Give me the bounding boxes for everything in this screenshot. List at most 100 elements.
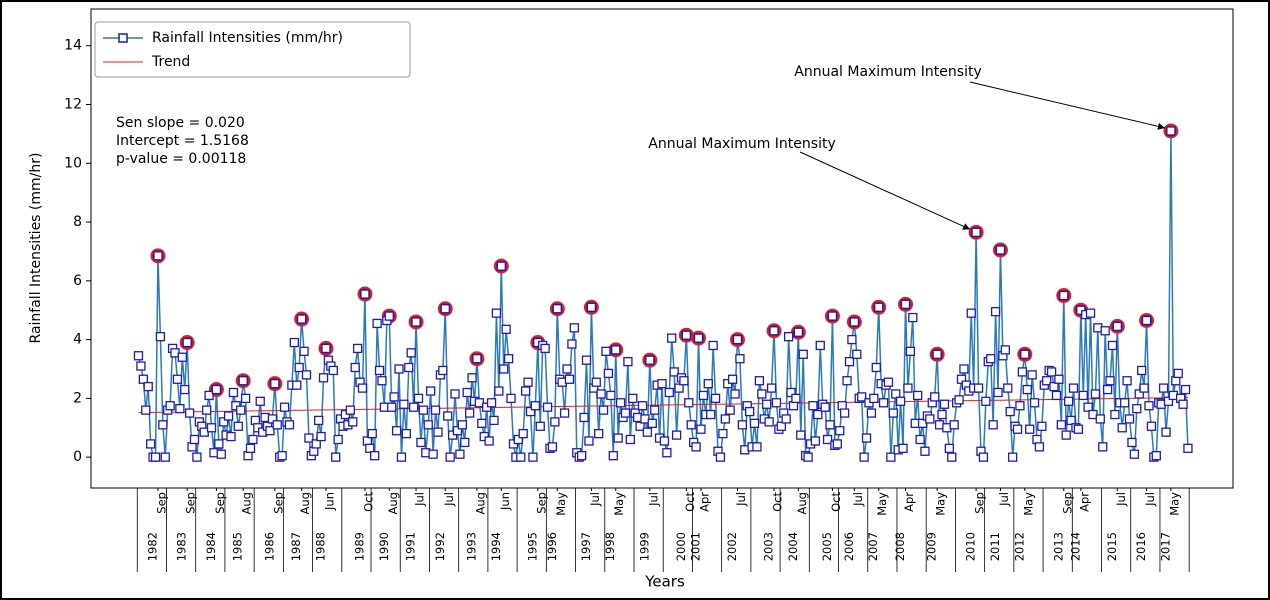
- data-marker: [1020, 349, 1030, 359]
- data-marker: [569, 323, 579, 333]
- data-marker: [662, 448, 672, 458]
- data-marker: [920, 446, 930, 456]
- x-tick-label: Sep: [534, 492, 548, 514]
- data-marker: [754, 376, 765, 386]
- data-marker: [1134, 389, 1144, 399]
- data-marker: [978, 452, 989, 462]
- data-marker: [1110, 409, 1120, 420]
- data-marker: [1129, 449, 1140, 459]
- data-marker: [1029, 398, 1040, 408]
- data-marker: [932, 349, 942, 359]
- data-marker: [1146, 421, 1157, 431]
- legend-marker: [118, 33, 128, 43]
- x-tick-label: Jul: [413, 492, 427, 507]
- data-line: [137, 130, 1189, 459]
- data-marker: [1124, 414, 1135, 424]
- data-marker: [1073, 424, 1084, 434]
- data-marker: [552, 304, 562, 314]
- data-marker: [248, 434, 258, 445]
- x-tick-label: Apr: [1077, 492, 1091, 512]
- year-label: 2010: [964, 532, 978, 561]
- data-marker: [596, 389, 606, 399]
- data-marker: [959, 364, 969, 374]
- data-marker: [1085, 308, 1096, 318]
- data-marker: [871, 362, 881, 373]
- data-marker: [133, 351, 144, 361]
- data-marker: [1066, 415, 1076, 426]
- data-marker: [489, 415, 499, 426]
- data-marker: [835, 426, 845, 436]
- data-marker: [542, 402, 553, 412]
- data-marker: [240, 393, 251, 404]
- year-label: 2008: [893, 532, 907, 561]
- x-tick-label: Aug: [795, 492, 809, 514]
- data-marker: [182, 337, 192, 348]
- x-tick-label: May: [875, 492, 889, 516]
- plot-area: [133, 123, 1193, 462]
- data-marker: [501, 324, 511, 334]
- data-marker: [859, 452, 869, 462]
- year-label: 1983: [175, 532, 189, 561]
- data-marker: [861, 433, 872, 443]
- data-marker: [1034, 442, 1045, 452]
- data-marker: [791, 393, 801, 404]
- year-label: 1990: [377, 532, 391, 561]
- data-marker: [786, 387, 796, 398]
- data-marker: [1056, 420, 1066, 430]
- year-label: 1996: [545, 532, 559, 561]
- data-marker: [304, 433, 314, 443]
- data-marker: [591, 377, 601, 387]
- data-marker: [1015, 401, 1025, 411]
- year-label: 2011: [988, 532, 1002, 561]
- data-marker: [745, 406, 755, 417]
- stats-text: Intercept = 1.5168: [116, 133, 249, 149]
- data-marker: [671, 430, 682, 440]
- data-marker: [1078, 390, 1088, 401]
- data-marker: [265, 426, 275, 436]
- data-marker: [141, 405, 151, 415]
- data-marker: [408, 402, 419, 412]
- data-marker: [401, 428, 411, 439]
- data-marker: [1161, 427, 1171, 437]
- y-tick-label: 4: [73, 332, 82, 348]
- data-marker: [576, 451, 587, 461]
- data-marker: [294, 362, 304, 373]
- data-marker: [1068, 383, 1079, 393]
- data-marker: [769, 326, 779, 336]
- data-marker: [301, 370, 312, 380]
- data-marker: [321, 343, 331, 354]
- data-marker: [757, 389, 767, 399]
- data-marker: [1141, 315, 1152, 326]
- x-tick-label: Sep: [271, 492, 285, 514]
- data-marker: [158, 420, 168, 430]
- data-marker: [674, 383, 684, 393]
- data-marker: [827, 311, 838, 321]
- data-marker: [426, 386, 436, 396]
- data-marker: [1139, 383, 1149, 393]
- data-marker: [905, 346, 916, 357]
- legend-label: Rainfall Intensities (mm/hr): [152, 30, 343, 46]
- data-marker: [1063, 396, 1074, 406]
- data-marker: [1127, 437, 1137, 448]
- data-marker: [886, 452, 896, 462]
- data-marker: [642, 427, 653, 437]
- data-marker: [331, 452, 341, 462]
- data-marker: [813, 409, 823, 420]
- data-marker: [165, 401, 175, 411]
- data-marker: [277, 451, 287, 461]
- data-marker: [404, 362, 414, 373]
- data-marker: [499, 364, 509, 374]
- data-marker: [535, 421, 545, 431]
- data-marker: [949, 420, 959, 430]
- year-label: 1982: [145, 532, 159, 561]
- data-marker: [1151, 451, 1161, 461]
- data-marker: [153, 251, 163, 261]
- data-marker: [192, 452, 202, 462]
- data-marker: [177, 352, 187, 362]
- trend-line: [138, 396, 1188, 414]
- x-tick-label: Jul: [1143, 492, 1157, 507]
- data-marker: [411, 317, 421, 327]
- x-tick-label: Aug: [473, 492, 487, 514]
- data-marker: [236, 405, 246, 415]
